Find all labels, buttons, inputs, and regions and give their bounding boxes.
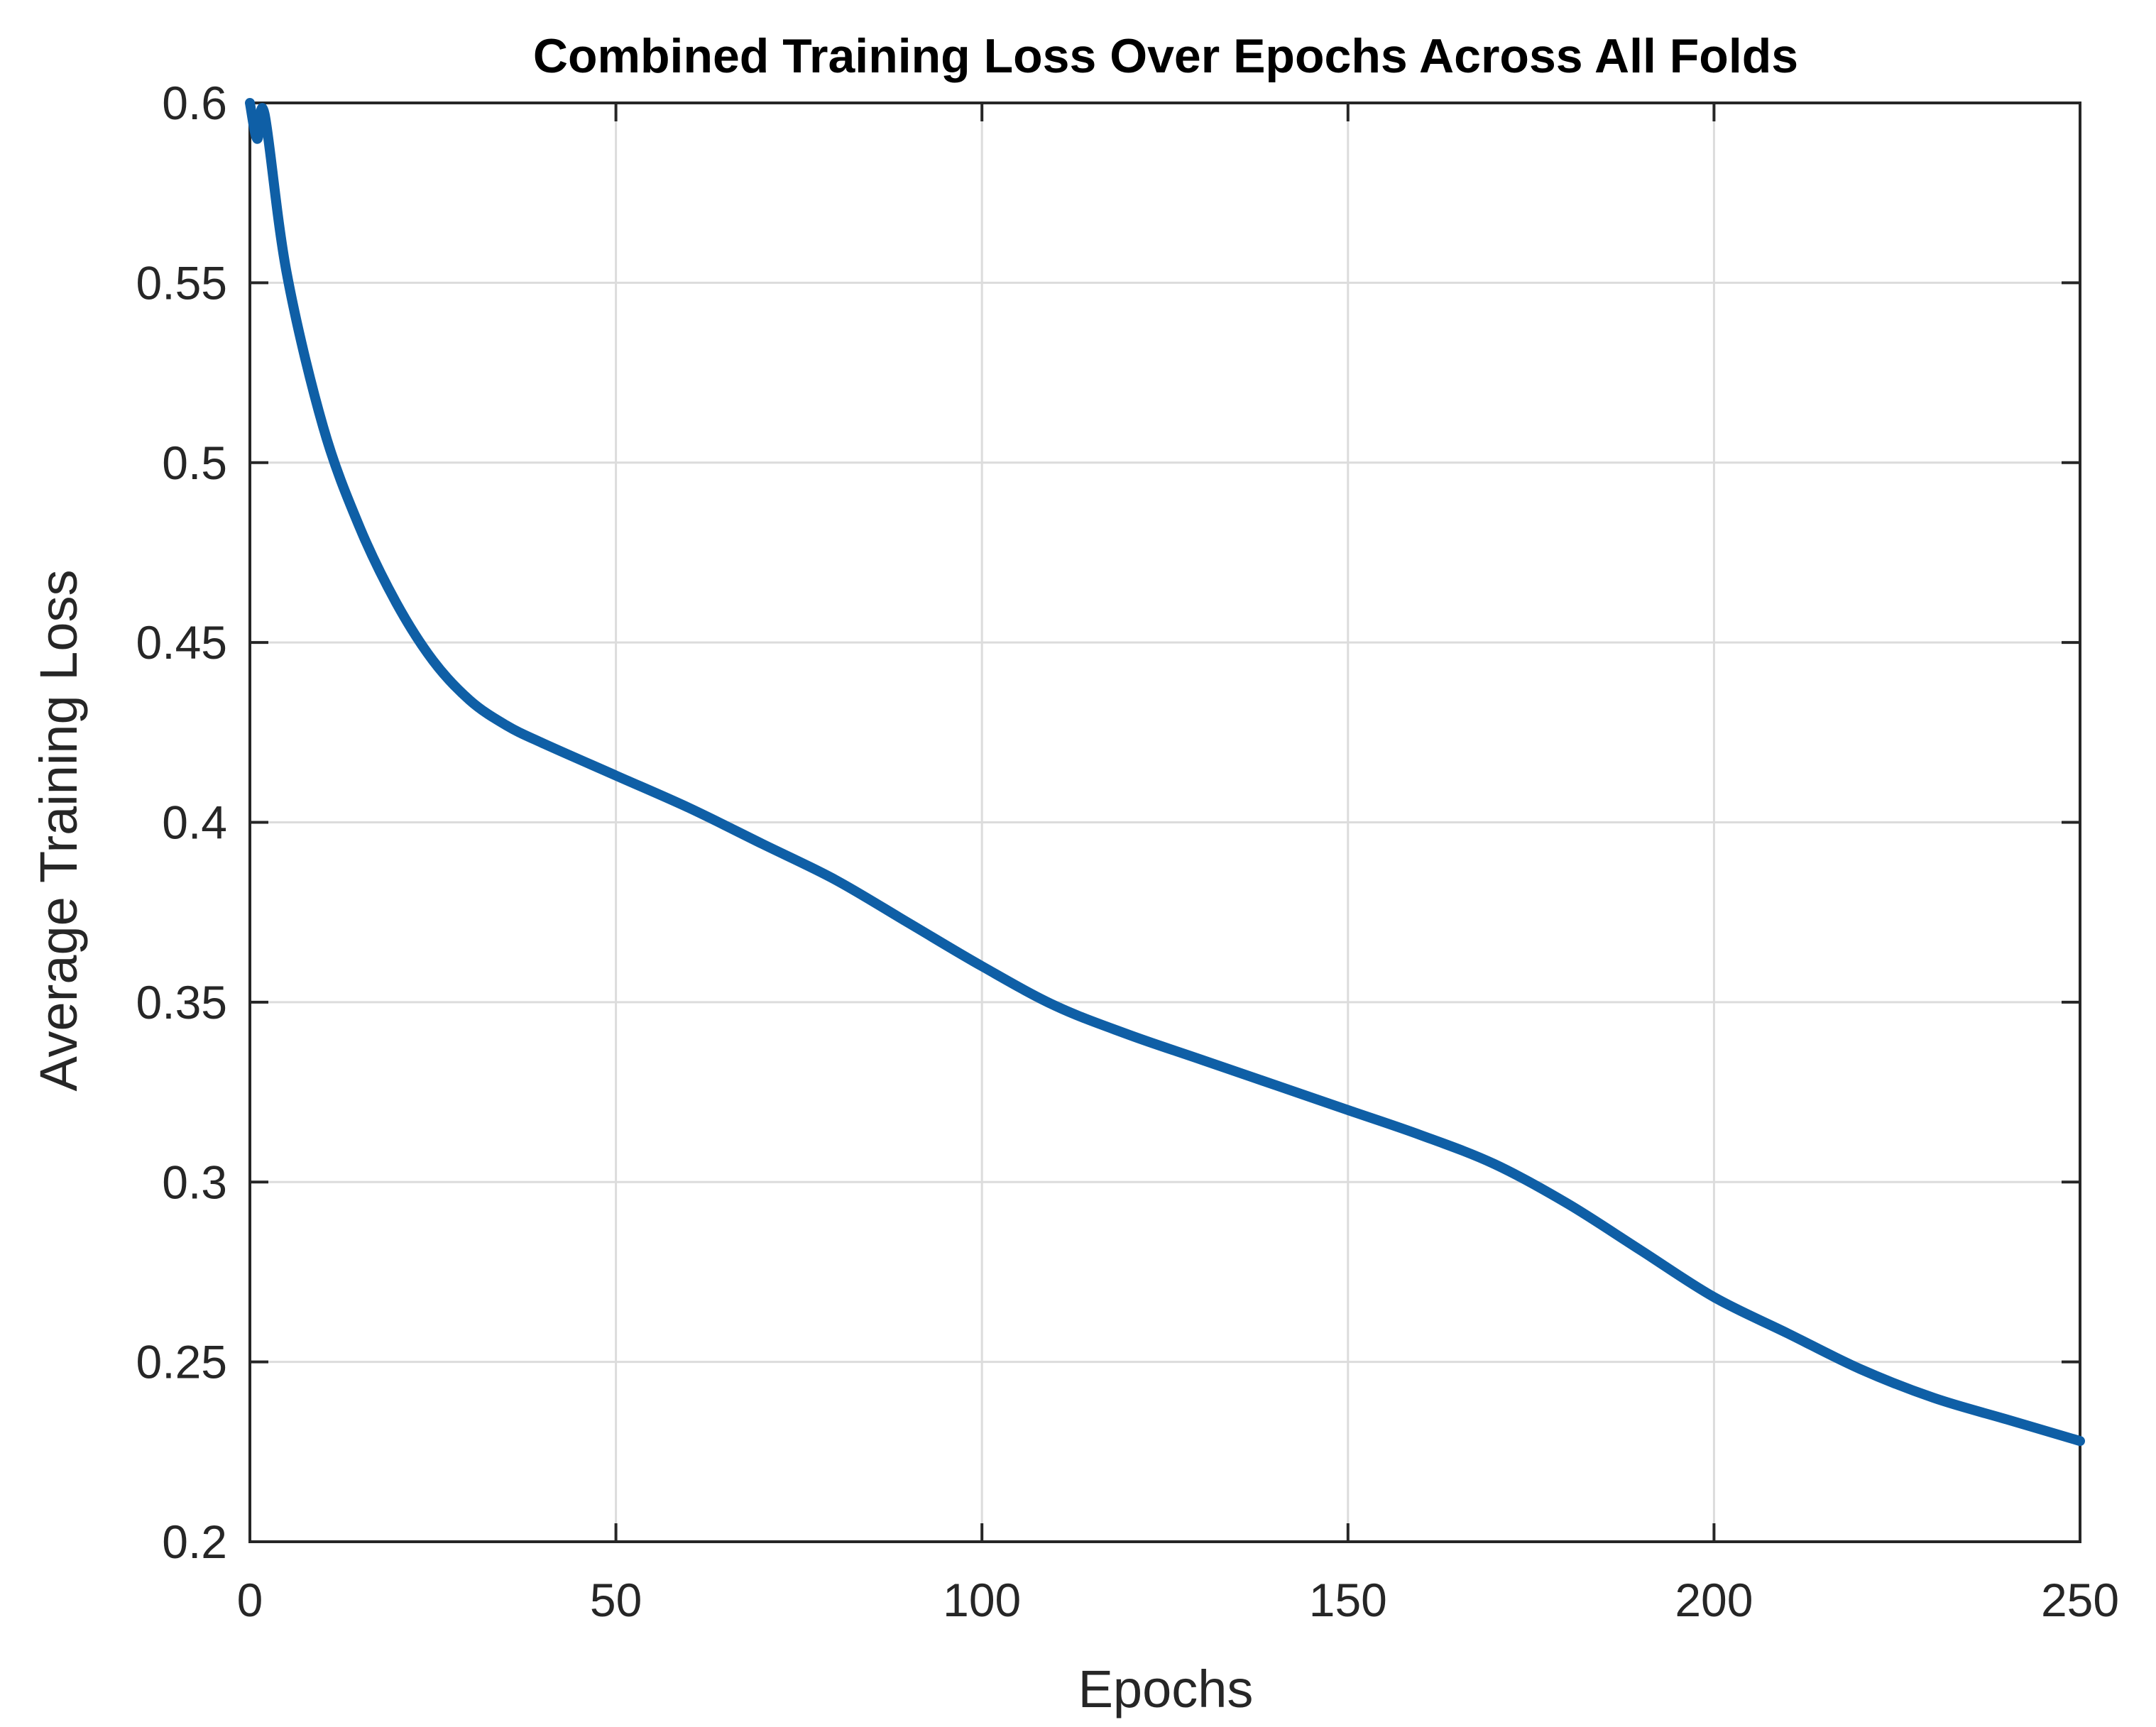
y-tick-label: 0.35: [136, 976, 227, 1029]
y-tick-label: 0.55: [136, 256, 227, 309]
series-layer: [245, 98, 2085, 1447]
x-axis-label: Epochs: [1078, 1660, 1254, 1718]
x-tick-label: 100: [943, 1574, 1021, 1626]
y-tick-label: 0.3: [162, 1156, 227, 1208]
y-tick-label: 0.5: [162, 437, 227, 489]
y-tick-label: 0.4: [162, 796, 227, 849]
y-tick-label: 0.45: [136, 616, 227, 669]
x-tick-label: 50: [590, 1574, 642, 1626]
x-tick-label: 200: [1675, 1574, 1753, 1626]
y-tick-label: 0.2: [162, 1515, 227, 1568]
x-tick-labels: 0 50 100 150 200 250: [237, 1574, 2119, 1626]
y-tick-label: 0.25: [136, 1336, 227, 1388]
grid-lines: [248, 102, 2081, 1543]
x-tick-label: 0: [237, 1574, 263, 1626]
y-tick-labels: 0.2 0.25 0.3 0.35 0.4 0.45 0.5 0.55 0.6: [136, 77, 227, 1568]
y-tick-label: 0.6: [162, 77, 227, 129]
chart-title: Combined Training Loss Over Epochs Acros…: [533, 29, 1798, 83]
x-tick-label: 250: [2041, 1574, 2119, 1626]
y-axis-label: Average Training Loss: [29, 570, 88, 1092]
series-line-training-loss: [245, 98, 2085, 1447]
x-tick-label: 150: [1309, 1574, 1387, 1626]
